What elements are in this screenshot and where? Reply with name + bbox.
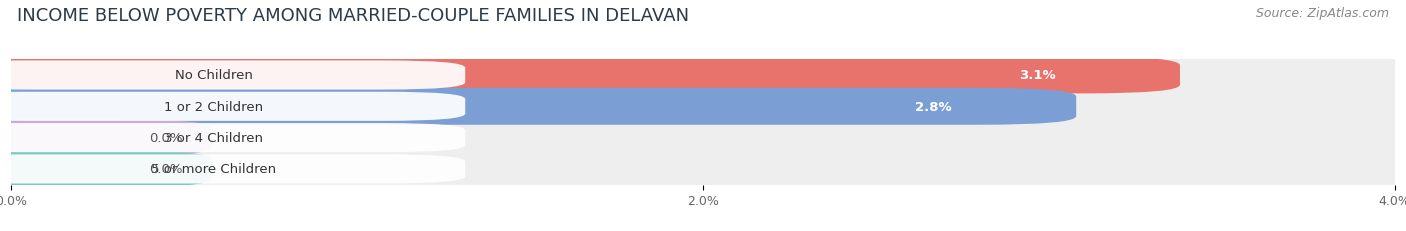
Text: INCOME BELOW POVERTY AMONG MARRIED-COUPLE FAMILIES IN DELAVAN: INCOME BELOW POVERTY AMONG MARRIED-COUPL… bbox=[17, 7, 689, 25]
FancyBboxPatch shape bbox=[0, 120, 211, 156]
FancyBboxPatch shape bbox=[11, 157, 1395, 181]
Text: 2.8%: 2.8% bbox=[915, 100, 952, 113]
FancyBboxPatch shape bbox=[0, 57, 1406, 94]
Text: 0.0%: 0.0% bbox=[149, 131, 183, 145]
FancyBboxPatch shape bbox=[0, 92, 465, 121]
Text: 3.1%: 3.1% bbox=[1019, 69, 1056, 82]
Text: No Children: No Children bbox=[174, 69, 253, 82]
FancyBboxPatch shape bbox=[0, 88, 1076, 125]
Text: 3 or 4 Children: 3 or 4 Children bbox=[165, 131, 263, 145]
FancyBboxPatch shape bbox=[0, 151, 211, 188]
FancyBboxPatch shape bbox=[0, 151, 1406, 188]
FancyBboxPatch shape bbox=[0, 120, 1406, 156]
FancyBboxPatch shape bbox=[11, 126, 1395, 150]
Text: 1 or 2 Children: 1 or 2 Children bbox=[165, 100, 263, 113]
FancyBboxPatch shape bbox=[11, 64, 1395, 88]
FancyBboxPatch shape bbox=[0, 88, 1406, 125]
FancyBboxPatch shape bbox=[11, 95, 1395, 119]
Text: Source: ZipAtlas.com: Source: ZipAtlas.com bbox=[1256, 7, 1389, 20]
FancyBboxPatch shape bbox=[0, 61, 465, 90]
Text: 0.0%: 0.0% bbox=[149, 163, 183, 176]
Text: 5 or more Children: 5 or more Children bbox=[150, 163, 276, 176]
FancyBboxPatch shape bbox=[0, 57, 1180, 94]
FancyBboxPatch shape bbox=[0, 124, 465, 152]
FancyBboxPatch shape bbox=[0, 155, 465, 184]
